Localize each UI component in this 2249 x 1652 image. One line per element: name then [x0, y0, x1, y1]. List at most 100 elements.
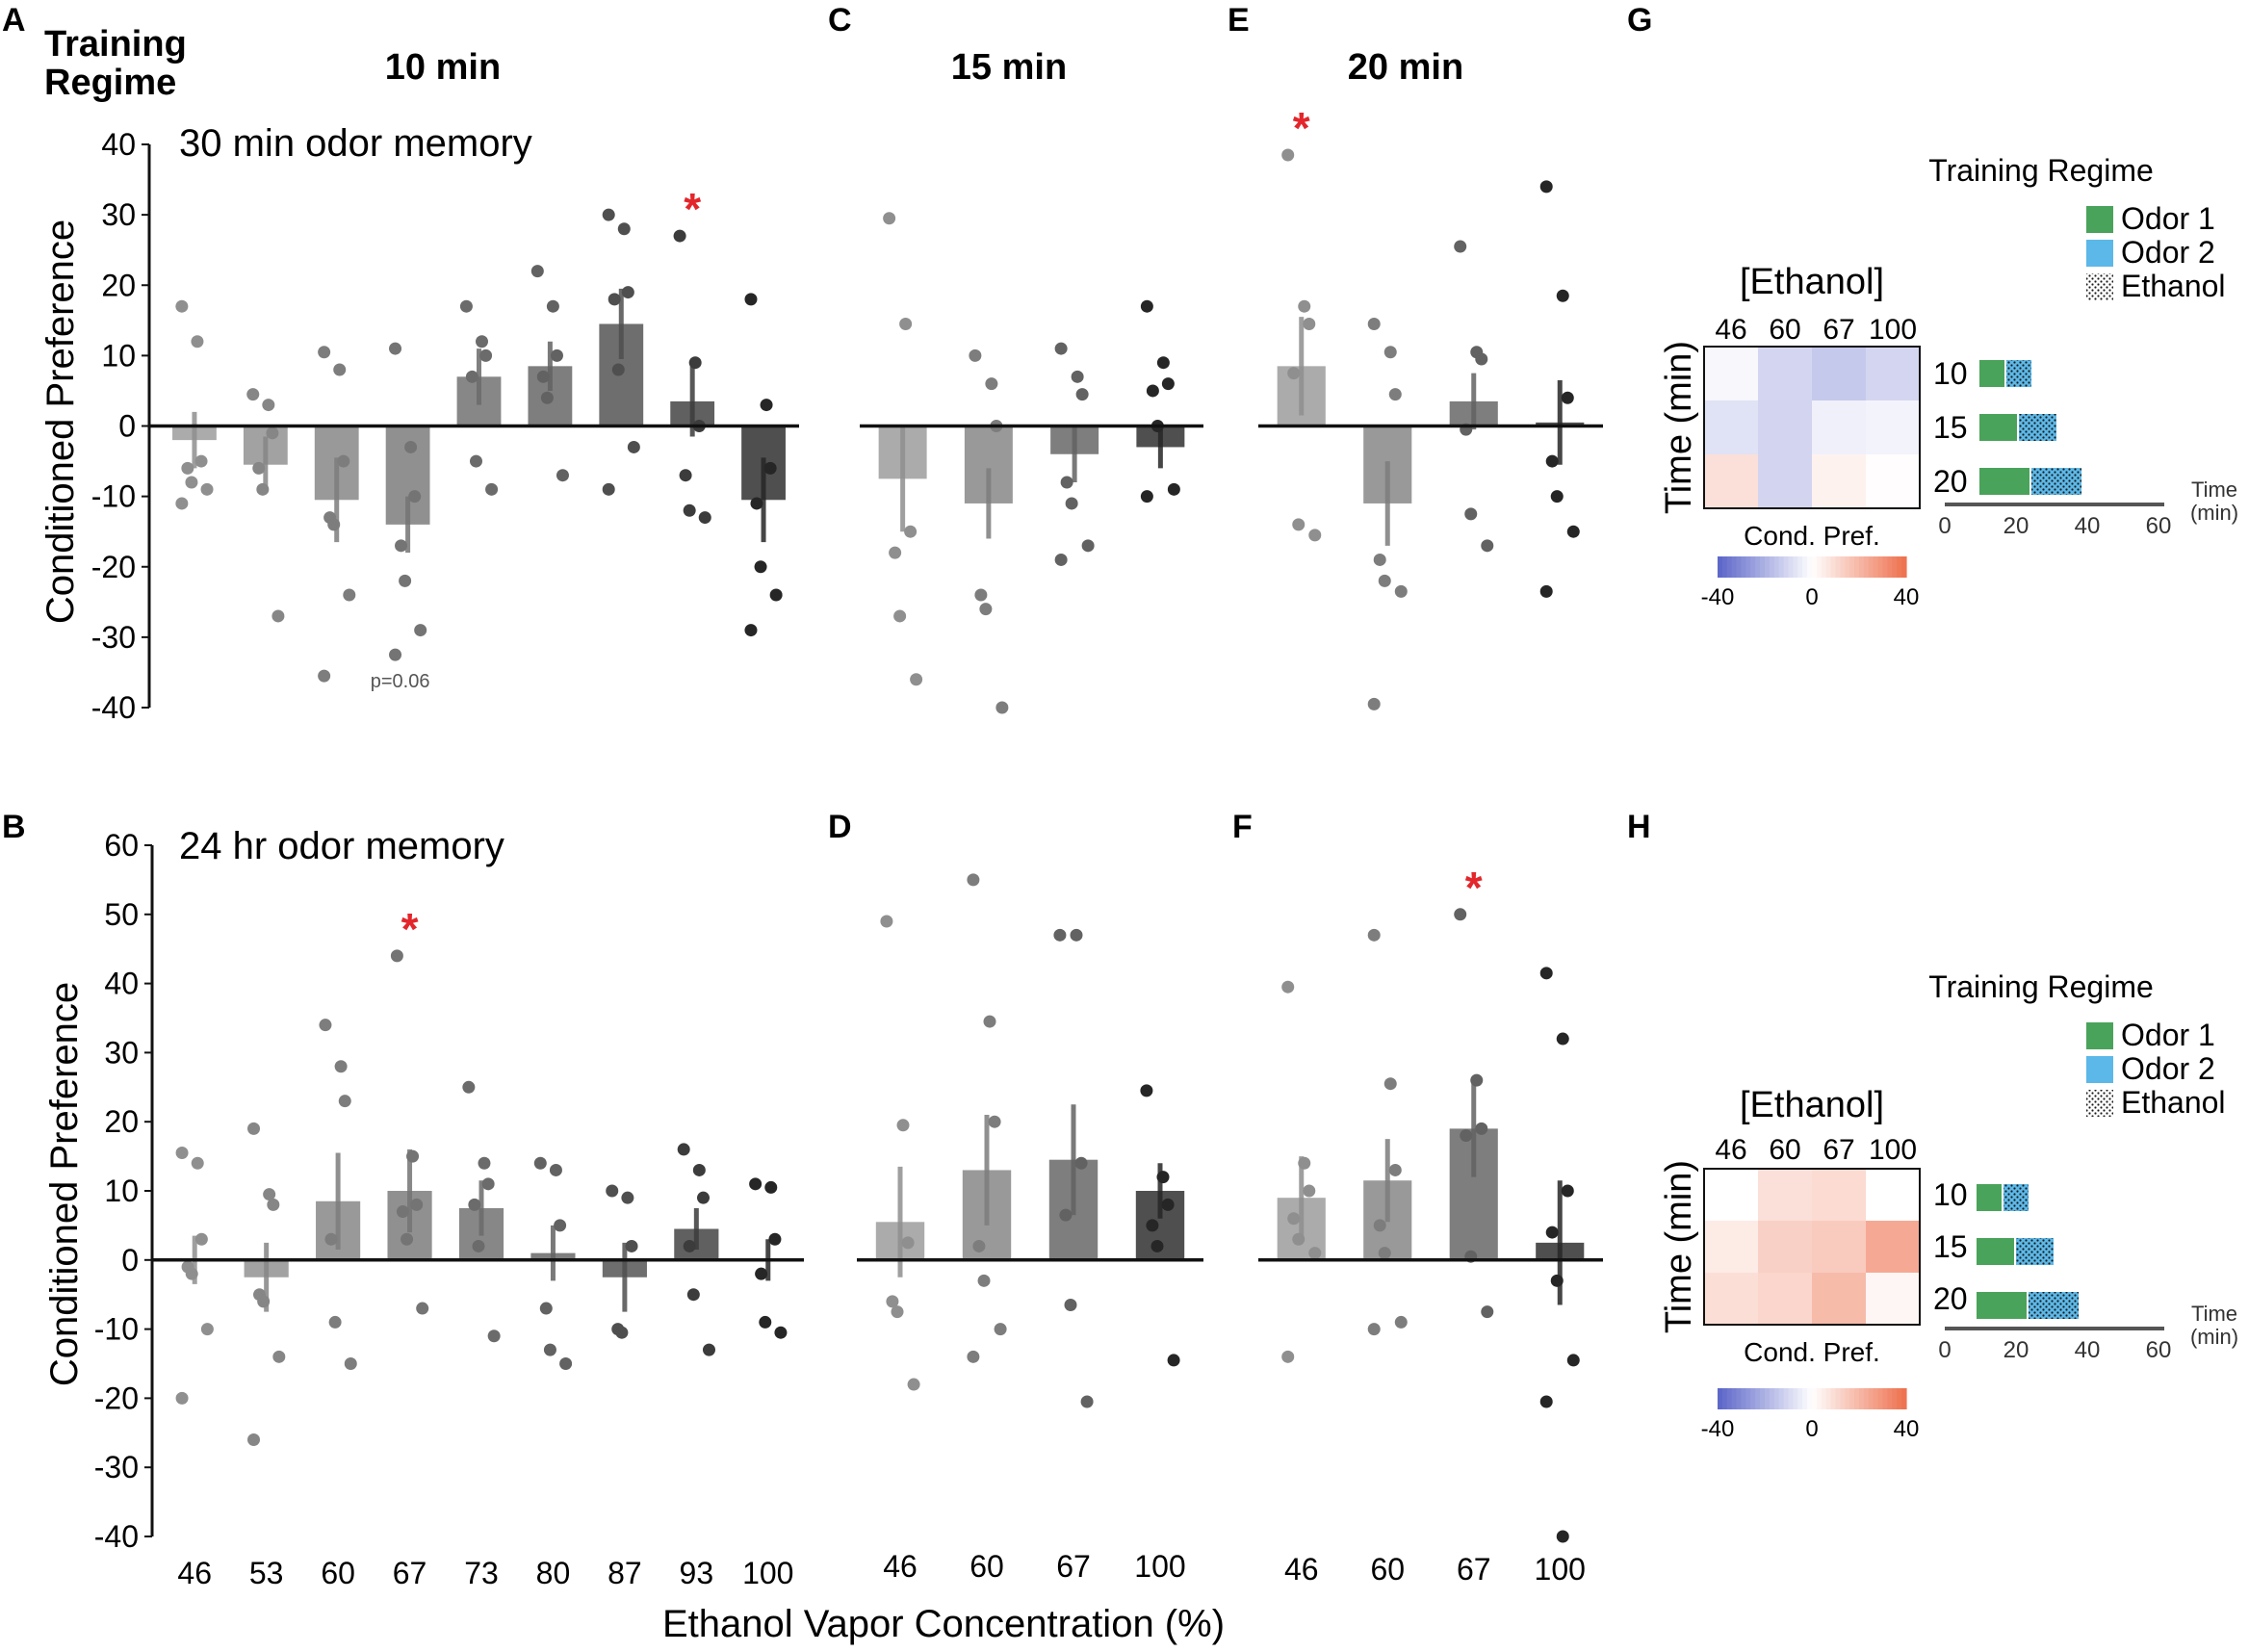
colorbar-segment — [1816, 1388, 1822, 1409]
data-point — [1303, 1184, 1316, 1198]
x-tick-label: 46 — [1284, 1552, 1319, 1587]
colorbar-segment — [1726, 1388, 1733, 1409]
colorbar-segment — [1868, 556, 1874, 578]
data-point — [1545, 454, 1559, 468]
heatmap-cell — [1758, 1169, 1812, 1221]
x-tick-label: 46 — [177, 1556, 212, 1590]
data-point — [1388, 1163, 1402, 1176]
colorbar-segment — [1840, 1388, 1846, 1409]
data-point — [266, 426, 279, 440]
data-point — [1367, 697, 1381, 710]
x-tick-label: 60 — [969, 1549, 1004, 1584]
data-point — [318, 346, 331, 359]
data-point — [319, 1019, 332, 1032]
data-point — [247, 1122, 261, 1135]
panel-letter-h: H — [1627, 809, 1651, 845]
colorbar-segment — [1802, 556, 1808, 578]
data-point — [696, 1191, 710, 1204]
y-tick-label: 10 — [104, 1174, 139, 1208]
colorbar-segment — [1901, 556, 1907, 578]
heatmap-col-label: 60 — [1769, 314, 1800, 346]
colorbar-segment — [1825, 556, 1832, 578]
y-tick-label: -20 — [94, 1381, 139, 1415]
colorbar-segment — [1760, 556, 1766, 578]
regime-time-tick: 0 — [1938, 513, 1951, 539]
data-point — [994, 1323, 1007, 1336]
data-point — [602, 482, 615, 496]
data-point — [1064, 1298, 1077, 1311]
data-point — [263, 1188, 276, 1201]
data-point — [1464, 507, 1478, 521]
data-point — [1556, 289, 1569, 302]
heatmap-cell — [1704, 1273, 1758, 1325]
colorbar-tick: 0 — [1805, 584, 1818, 610]
data-point — [472, 1239, 485, 1252]
data-point — [318, 669, 331, 683]
colorbar-segment — [1778, 556, 1785, 578]
panel-h-heatmap: [Ethanol] 46 60 67 100 Time (min) 10 15 20 Cond. … — [1659, 969, 2238, 1442]
data-point — [995, 701, 1009, 714]
data-point — [1556, 1032, 1569, 1045]
data-point — [893, 609, 907, 623]
y-tick-label: 20 — [101, 268, 136, 302]
data-point — [774, 1326, 788, 1339]
heatmap-col-label: 100 — [1869, 314, 1917, 346]
data-point — [750, 497, 763, 510]
colorbar-segment — [1863, 1388, 1870, 1409]
colorbar-segment — [1892, 556, 1898, 578]
colorbar-segment — [1721, 1388, 1728, 1409]
heatmap-cell — [1758, 400, 1812, 454]
data-point — [389, 342, 402, 355]
data-point — [1308, 1247, 1322, 1260]
data-point — [615, 1326, 629, 1339]
data-point — [1475, 1122, 1488, 1135]
colorbar-segment — [1849, 1388, 1855, 1409]
colorbar-segment — [1897, 1388, 1902, 1409]
colorbar-segment — [1877, 556, 1884, 578]
data-point — [983, 1015, 996, 1028]
data-point — [1470, 1073, 1484, 1087]
data-point — [1161, 1198, 1175, 1211]
y-tick-label: -30 — [91, 620, 136, 655]
panel-letter-g: G — [1627, 2, 1652, 39]
regime-time-label: Time — [2191, 1302, 2237, 1326]
data-point — [749, 1177, 763, 1191]
data-point — [899, 317, 913, 330]
heatmap-cell — [1866, 454, 1920, 508]
y-tick-label: 50 — [104, 897, 139, 932]
data-point — [1378, 1247, 1391, 1260]
data-point — [1454, 240, 1467, 253]
x-tick-label: 60 — [321, 1556, 355, 1590]
colorbar-segment — [1840, 556, 1846, 578]
data-point — [536, 370, 550, 383]
data-point — [530, 265, 544, 278]
colorbar-segment — [1741, 556, 1746, 578]
heatmap-col-label: 67 — [1822, 1134, 1854, 1166]
data-point — [1539, 584, 1553, 598]
data-point — [679, 469, 692, 482]
data-point — [1281, 980, 1295, 994]
y-tick-label: 0 — [118, 409, 136, 444]
data-point — [175, 1147, 189, 1160]
data-point — [1161, 377, 1175, 391]
data-point — [683, 1239, 696, 1252]
colorbar-tick: 0 — [1805, 1416, 1818, 1442]
regime-legend-swatch — [2086, 1090, 2113, 1117]
data-point — [399, 574, 412, 587]
colorbar-segment — [1769, 1388, 1775, 1409]
data-point — [559, 1357, 573, 1370]
data-point — [744, 624, 758, 637]
colorbar-segment — [1849, 556, 1855, 578]
data-point — [396, 1205, 409, 1219]
data-point — [191, 1156, 204, 1170]
column-title-20min: 20 min — [1348, 47, 1463, 88]
panel-a-chart: -40 -30 -20 -10 0 10 20 30 40 p=0.06 * — [91, 127, 799, 725]
data-point — [988, 1115, 1001, 1128]
regime-bar-odor1 — [1977, 1292, 2027, 1319]
data-point — [1146, 1219, 1159, 1232]
colorbar-segment — [1726, 556, 1733, 578]
data-point — [465, 370, 478, 383]
data-point — [1481, 1305, 1494, 1319]
data-point — [1367, 1323, 1381, 1336]
data-point — [185, 476, 198, 489]
